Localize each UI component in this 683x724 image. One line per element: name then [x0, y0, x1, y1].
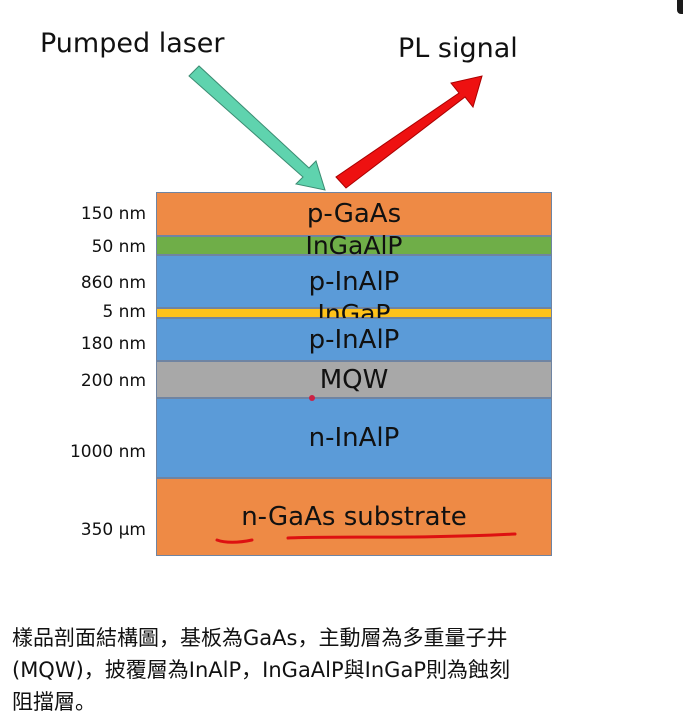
window-corner: [677, 0, 683, 14]
thickness-label: 350 μm: [80, 520, 146, 540]
layer-n-inalp: n-InAlP: [156, 398, 552, 478]
thickness-label: 200 nm: [80, 371, 146, 391]
caption-line: (MQW)，披覆層為InAlP，InGaAlP與InGaP則為蝕刻: [12, 658, 510, 682]
layer-p-gaas: p-GaAs: [156, 192, 552, 236]
layer-p-inalp-upper: p-InAlP: [156, 255, 552, 308]
thickness-label: 860 nm: [80, 273, 146, 293]
layer-ingaalp: InGaAlP: [156, 231, 552, 260]
pumped-laser-arrow: [188, 65, 326, 191]
caption-line: 樣品剖面結構圖，基板為GaAs，主動層為多重量子井: [12, 626, 508, 650]
thickness-label: 1000 nm: [69, 442, 146, 462]
caption: 樣品剖面結構圖，基板為GaAs，主動層為多重量子井 (MQW)，披覆層為InAl…: [12, 622, 677, 718]
layer-ingap: InGaP: [156, 301, 552, 326]
pl-signal-label: PL signal: [398, 33, 518, 64]
thickness-label: 50 nm: [91, 237, 146, 257]
layer-name: p-InAlP: [308, 324, 400, 355]
layer-name: p-InAlP: [308, 266, 400, 297]
layer-p-inalp-lower: p-InAlP: [156, 318, 552, 361]
pl-signal-arrow: [335, 75, 483, 189]
thickness-label: 150 nm: [80, 204, 146, 224]
layer-mqw: MQW: [156, 361, 552, 398]
thickness-label: 180 nm: [80, 334, 146, 354]
layer-name: MQW: [319, 364, 389, 395]
pumped-laser-label: Pumped laser: [40, 28, 225, 59]
layer-n-gaas-substrate: n-GaAs substrate: [156, 478, 552, 556]
caption-line: 阻擋層。: [12, 690, 96, 714]
layer-name: p-GaAs: [306, 199, 402, 229]
layer-name: n-GaAs substrate: [241, 502, 467, 532]
layer-name: n-InAlP: [308, 423, 400, 453]
arrows-layer: [188, 65, 483, 191]
thickness-label: 5 nm: [102, 302, 146, 322]
layer-name: InGaAlP: [305, 231, 403, 260]
